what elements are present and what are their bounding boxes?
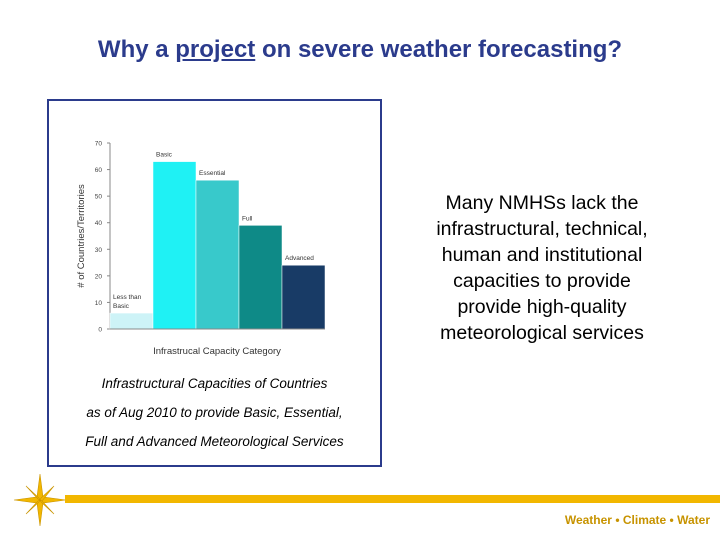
slide-title: Why a project on severe weather forecast… [0,36,720,64]
caption-line-1: Infrastructural Capacities of Countries [101,376,328,391]
compass-star-icon [13,473,67,527]
caption-line-2: as of Aug 2010 to provide Basic, Essenti… [86,405,343,420]
y-tick-label: 0 [98,327,102,334]
bar-category-label: Essential [199,170,226,177]
y-tick-label: 60 [95,167,103,174]
y-tick-label: 30 [95,247,103,254]
title-part-1: Why a [97,36,176,63]
bar-essential [195,179,240,330]
side-text-line-5: provide high-quality [457,296,627,318]
title-part-2: on severe weather forecasting? [255,36,623,63]
bar-advanced [281,264,326,330]
side-text-line-2: infrastructural, technical, [436,218,648,240]
bar-full [238,225,283,330]
side-text-line-1: Many NMHSs lack the [445,192,639,214]
wmo-tagline: Weather • Climate • Water [560,513,710,527]
y-tick-label: 50 [95,194,103,201]
title-underlined-word: project [175,36,256,63]
bar-basic [152,161,197,330]
bar-category-label: Advanced [285,255,314,262]
tagline-water: Water [677,513,710,527]
bar-chart: 0 10 20 30 40 50 60 70 # of Countries/Territorie… [76,141,326,357]
y-tick-label: 20 [95,273,103,280]
side-text-line-3: human and institutional [441,244,643,266]
bar-less-than-basic [109,312,154,330]
y-axis-title: # of Countries/Territories [76,184,87,288]
tagline-separator-1: • [611,513,623,527]
y-tick-label: 40 [95,220,103,227]
tagline-climate: Climate [622,513,667,527]
bar-category-label: Less than [113,294,142,301]
bar-category-label: Basic [156,152,173,159]
y-tick-label: 70 [95,141,103,148]
tagline-separator-2: • [666,513,678,527]
footer-rule [65,495,720,503]
side-text: Many NMHSs lack the infrastructural, tec… [400,190,684,346]
chart-frame: 0 10 20 30 40 50 60 70 # of Countries/Territorie… [47,99,382,467]
side-text-line-4: capacities to provide [453,270,631,292]
y-tick-label: 10 [95,300,103,307]
bar-category-label: Full [242,215,253,222]
side-text-line-6: meteorological services [440,322,644,344]
chart-caption: Infrastructural Capacities of Countries … [49,369,380,456]
x-axis-title: Infrastrucal Capacity Category [153,346,281,357]
tagline-weather: Weather [564,513,612,527]
caption-line-3: Full and Advanced Meteorological Service… [85,434,344,449]
bar-category-label: Basic [113,303,130,310]
